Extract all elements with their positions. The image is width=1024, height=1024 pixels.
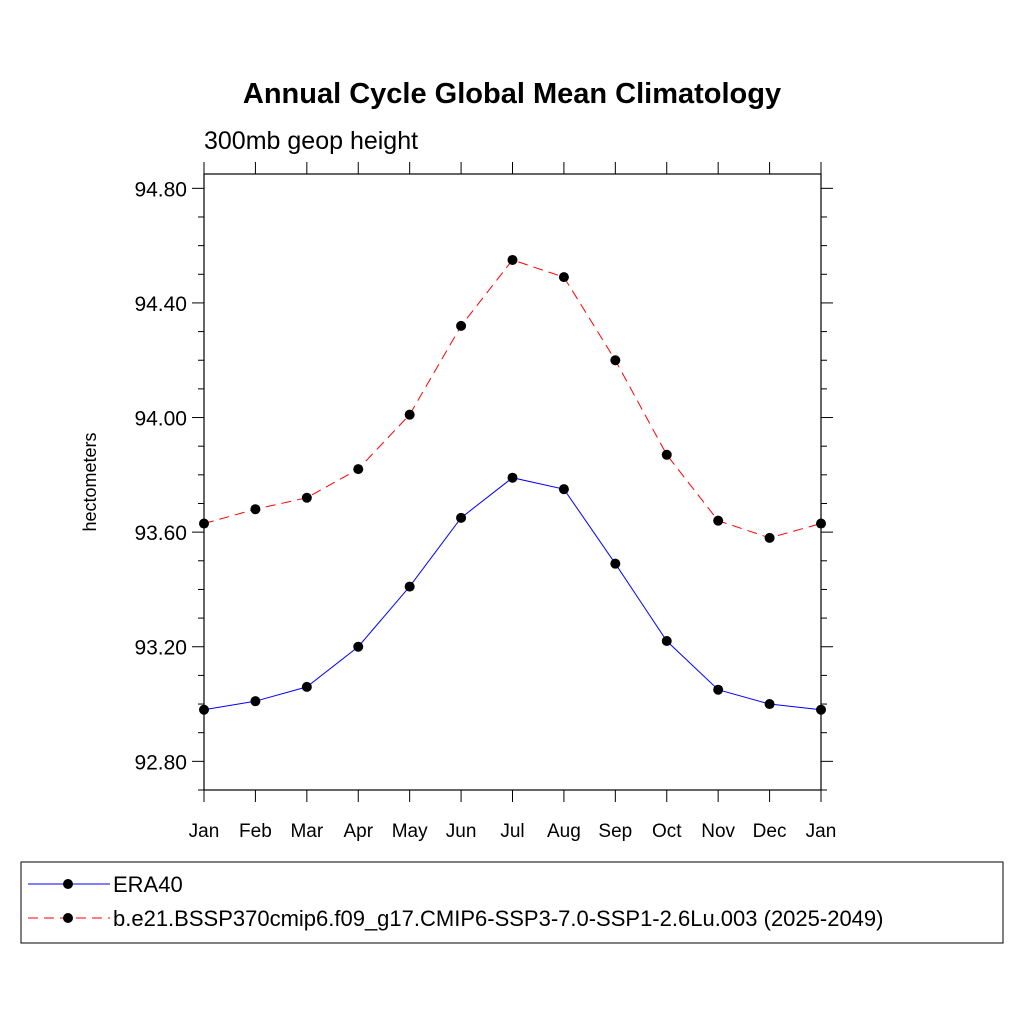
chart-title: Annual Cycle Global Mean Climatology [243, 78, 781, 110]
x-tick-label: Oct [652, 821, 682, 842]
data-point [713, 684, 724, 695]
y-tick-label: 92.80 [134, 751, 187, 774]
axis-ticks: 92.80 93.20 93.60 94.00 94.40 94.80 Jan Feb Mar A… [134, 162, 836, 842]
data-point [353, 464, 364, 475]
data-point [558, 272, 569, 283]
x-tick-label: Apr [343, 821, 373, 842]
data-point [713, 515, 724, 526]
data-point [764, 532, 775, 543]
data-point [816, 704, 826, 715]
y-axis-label: hectometers [80, 432, 100, 531]
x-tick-label: Mar [290, 821, 323, 842]
x-tick-label: Jan [189, 821, 220, 842]
series-line [203, 259, 822, 539]
data-point [404, 581, 415, 592]
y-tick-label: 94.40 [134, 293, 187, 316]
data-point [301, 492, 312, 503]
legend-marker [63, 879, 73, 889]
legend-items: ERA40 b.e21.BSSP370cmip6.f09_g17.CMIP6-SS… [28, 872, 883, 931]
x-tick-label: Sep [598, 821, 632, 842]
data-point [301, 681, 312, 692]
legend-entry: b.e21.BSSP370cmip6.f09_g17.CMIP6-SSP3-7.… [28, 906, 883, 931]
series-1 [199, 472, 826, 715]
series-line [203, 477, 822, 711]
y-tick-label: 94.00 [134, 408, 187, 431]
data-point [610, 558, 621, 569]
y-tick-label: 93.20 [134, 637, 187, 660]
data-point [661, 636, 672, 647]
series-2 [199, 254, 826, 543]
legend-label: ERA40 [113, 872, 183, 897]
x-tick-label: Dec [753, 821, 787, 842]
data-point [199, 704, 209, 715]
data-point [507, 472, 518, 483]
x-tick-label: Jan [806, 821, 837, 842]
legend-label: b.e21.BSSP370cmip6.f09_g17.CMIP6-SSP3-7.… [113, 906, 883, 931]
data-point [610, 355, 621, 366]
y-tick-label: 93.60 [134, 522, 187, 545]
series-layer [199, 254, 826, 715]
data-point [661, 449, 672, 460]
x-tick-label: Nov [701, 821, 735, 842]
legend-entry: ERA40 [28, 872, 183, 897]
data-point [764, 699, 775, 710]
data-point [816, 518, 826, 529]
data-point [558, 484, 569, 495]
x-tick-label: May [392, 821, 428, 842]
x-tick-label: Feb [239, 821, 272, 842]
data-point [250, 696, 261, 707]
x-tick-label: Aug [547, 821, 581, 842]
data-point [456, 320, 467, 331]
data-point [250, 504, 261, 515]
data-point [456, 512, 467, 523]
x-tick-label: Jun [446, 821, 477, 842]
legend [20, 861, 1004, 944]
data-point [404, 409, 415, 420]
data-point [199, 518, 209, 529]
data-point [353, 641, 364, 652]
x-tick-label: Jul [500, 821, 524, 842]
data-point [507, 254, 518, 265]
chart-subtitle: 300mb geop height [204, 127, 418, 155]
y-tick-label: 94.80 [134, 178, 187, 201]
legend-marker [63, 913, 73, 923]
